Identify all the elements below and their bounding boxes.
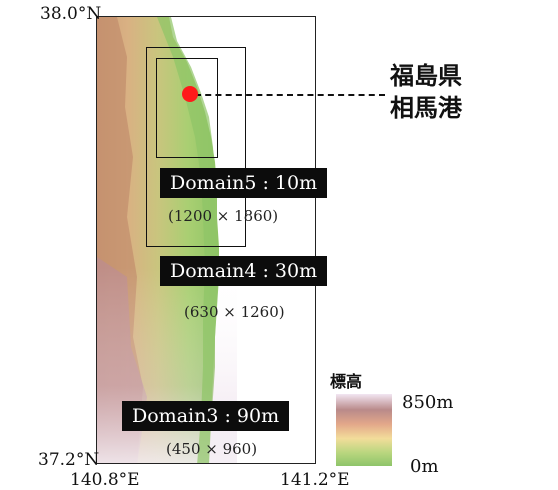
lat-bottom-label: 37.2°N [38,450,100,470]
lat-top-label: 38.0°N [40,4,102,24]
site-marker [182,86,198,102]
lon-left-label: 140.8°E [70,470,140,490]
lon-right-label: 141.2°E [280,470,350,490]
elevation-legend-bar [336,394,392,466]
site-port: 相馬港 [390,94,462,122]
domain4-label: Domain4 : 30m [160,256,328,286]
site-prefecture: 福島県 [390,62,462,90]
legend-title: 標高 [330,372,363,391]
site-leader-line [195,94,385,96]
domain4-grid: (630 × 1260) [184,303,285,321]
site-name: 福島県 相馬港 [390,60,462,124]
legend-max-label: 850m [402,392,454,413]
domain5-box [156,58,218,158]
legend-min-label: 0m [410,456,439,477]
domain5-label: Domain5 : 10m [160,168,328,198]
domain5-grid: (1200 × 1860) [168,207,279,225]
domain3-label: Domain3 : 90m [122,401,290,431]
domain3-grid: (450 × 960) [166,440,258,458]
domain4-box [146,47,246,247]
